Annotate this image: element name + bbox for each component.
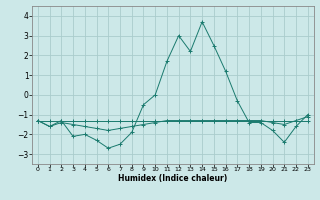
X-axis label: Humidex (Indice chaleur): Humidex (Indice chaleur) [118,174,228,183]
